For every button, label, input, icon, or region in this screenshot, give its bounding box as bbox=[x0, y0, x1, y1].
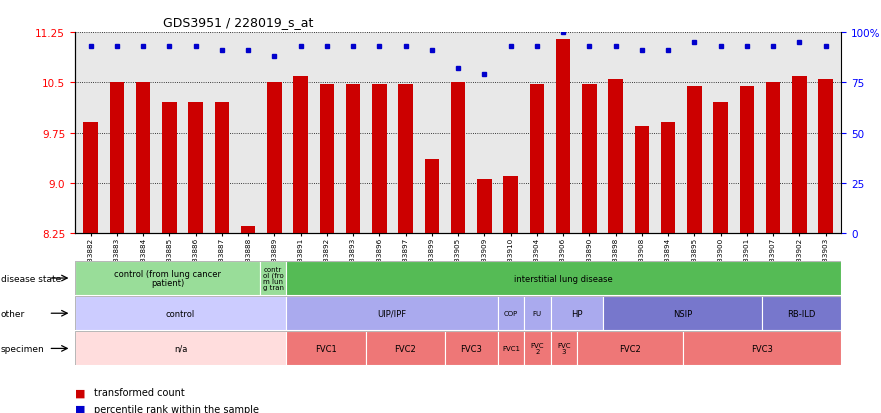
Text: specimen: specimen bbox=[1, 344, 45, 353]
Bar bbox=[762, 297, 841, 330]
Bar bbox=[267, 83, 282, 233]
Bar bbox=[398, 85, 413, 233]
Bar bbox=[445, 332, 498, 366]
Bar bbox=[136, 83, 151, 233]
Bar bbox=[109, 83, 124, 233]
Text: FVC1: FVC1 bbox=[315, 344, 337, 353]
Bar bbox=[260, 261, 286, 295]
Text: FU: FU bbox=[533, 311, 542, 316]
Bar bbox=[524, 297, 551, 330]
Bar bbox=[634, 126, 649, 233]
Text: GDS3951 / 228019_s_at: GDS3951 / 228019_s_at bbox=[163, 16, 314, 29]
Bar bbox=[286, 332, 366, 366]
Bar bbox=[551, 332, 577, 366]
Text: percentile rank within the sample: percentile rank within the sample bbox=[94, 404, 259, 413]
Bar bbox=[286, 261, 841, 295]
Bar bbox=[366, 332, 445, 366]
Bar bbox=[293, 76, 307, 233]
Text: RB-ILD: RB-ILD bbox=[788, 309, 816, 318]
Text: FVC2: FVC2 bbox=[395, 344, 416, 353]
Bar bbox=[524, 332, 551, 366]
Bar bbox=[84, 123, 98, 233]
Bar bbox=[75, 261, 260, 295]
Bar bbox=[603, 297, 762, 330]
Bar bbox=[577, 332, 683, 366]
Text: COP: COP bbox=[504, 311, 518, 316]
Bar bbox=[75, 297, 286, 330]
Bar bbox=[792, 76, 807, 233]
Bar bbox=[740, 86, 754, 233]
Text: FVC3: FVC3 bbox=[461, 344, 482, 353]
Bar bbox=[818, 80, 833, 233]
Text: NSIP: NSIP bbox=[673, 309, 692, 318]
Text: HP: HP bbox=[571, 309, 583, 318]
Bar bbox=[75, 332, 286, 366]
Bar bbox=[529, 85, 544, 233]
Text: FVC
3: FVC 3 bbox=[557, 343, 571, 354]
Bar bbox=[687, 86, 701, 233]
Bar bbox=[551, 297, 603, 330]
Text: transformed count: transformed count bbox=[94, 387, 185, 397]
Text: FVC3: FVC3 bbox=[751, 344, 773, 353]
Bar bbox=[372, 85, 387, 233]
Bar bbox=[215, 103, 229, 233]
Bar bbox=[556, 40, 570, 233]
Bar bbox=[162, 103, 176, 233]
Bar bbox=[241, 227, 255, 233]
Bar bbox=[425, 160, 439, 233]
Text: interstitial lung disease: interstitial lung disease bbox=[515, 274, 613, 283]
Bar bbox=[503, 177, 518, 233]
Text: FVC
2: FVC 2 bbox=[530, 343, 544, 354]
Bar bbox=[478, 180, 492, 233]
Text: FVC1: FVC1 bbox=[502, 346, 520, 351]
Bar bbox=[582, 85, 596, 233]
Bar bbox=[498, 297, 524, 330]
Text: ■: ■ bbox=[75, 404, 85, 413]
Text: contr
ol (fro
m lun
g tran: contr ol (fro m lun g tran bbox=[263, 266, 284, 291]
Bar bbox=[609, 80, 623, 233]
Bar bbox=[346, 85, 360, 233]
Bar bbox=[766, 83, 781, 233]
Bar bbox=[498, 332, 524, 366]
Bar bbox=[683, 332, 841, 366]
Bar bbox=[320, 85, 334, 233]
Bar bbox=[714, 103, 728, 233]
Bar bbox=[189, 103, 203, 233]
Text: other: other bbox=[1, 309, 26, 318]
Text: ■: ■ bbox=[75, 387, 85, 397]
Bar bbox=[451, 83, 465, 233]
Bar bbox=[661, 123, 676, 233]
Text: disease state: disease state bbox=[1, 274, 61, 283]
Text: UIP/IPF: UIP/IPF bbox=[377, 309, 407, 318]
Text: control: control bbox=[166, 309, 196, 318]
Text: control (from lung cancer
patient): control (from lung cancer patient) bbox=[114, 269, 221, 287]
Bar bbox=[286, 297, 498, 330]
Text: n/a: n/a bbox=[174, 344, 188, 353]
Text: FVC2: FVC2 bbox=[619, 344, 640, 353]
